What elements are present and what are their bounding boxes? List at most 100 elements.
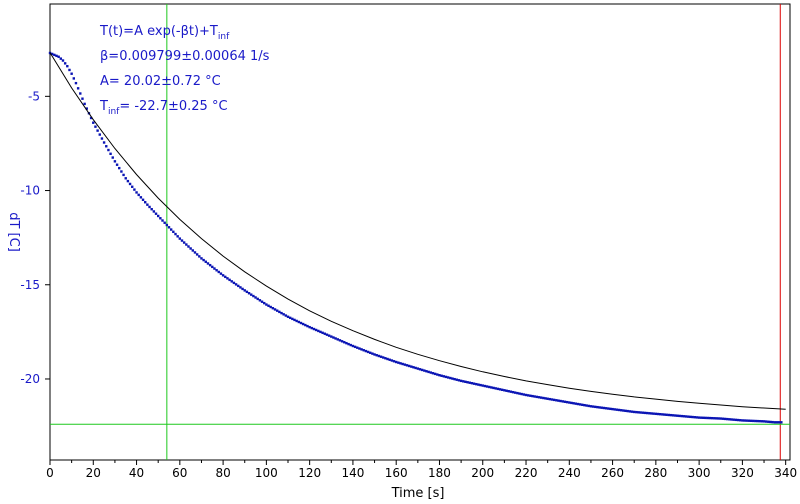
measured-point xyxy=(607,407,610,410)
measured-point xyxy=(462,380,465,383)
measured-point xyxy=(771,420,774,424)
measured-point xyxy=(520,392,523,396)
measured-point xyxy=(745,419,748,422)
measured-point xyxy=(678,414,681,418)
measured-point xyxy=(719,417,722,420)
measured-point xyxy=(109,152,112,155)
measured-point xyxy=(72,77,75,80)
measured-point xyxy=(464,380,467,383)
measured-point xyxy=(321,331,324,335)
measured-point xyxy=(299,321,303,325)
measured-point xyxy=(325,333,329,336)
measured-point xyxy=(620,409,623,412)
measured-point xyxy=(128,182,132,186)
measured-point xyxy=(180,239,184,242)
measured-point xyxy=(734,418,738,422)
measured-point xyxy=(736,418,740,422)
measured-point xyxy=(559,399,562,403)
measured-point xyxy=(260,300,264,303)
x-tick-label: 40 xyxy=(129,466,144,480)
measured-point xyxy=(436,373,439,376)
measured-point xyxy=(237,284,240,288)
measured-point xyxy=(308,325,311,329)
measured-point xyxy=(323,332,326,335)
measured-point xyxy=(137,193,140,197)
measured-point xyxy=(107,148,110,152)
measured-point xyxy=(767,420,770,423)
measured-point xyxy=(217,270,220,274)
x-tick-label: 240 xyxy=(558,466,581,480)
measured-point xyxy=(414,366,417,370)
measured-point xyxy=(317,329,320,333)
measured-point xyxy=(529,394,532,397)
measured-point xyxy=(198,255,201,258)
measured-point xyxy=(139,196,143,199)
measured-point xyxy=(429,371,433,374)
measured-point xyxy=(232,281,236,285)
measured-point xyxy=(726,417,729,421)
x-tick-label: 0 xyxy=(46,466,54,480)
measured-point xyxy=(351,344,355,348)
measured-point xyxy=(431,372,435,375)
measured-point xyxy=(652,412,655,415)
measured-point xyxy=(754,419,757,423)
measured-point xyxy=(94,125,97,128)
measured-point xyxy=(174,232,177,236)
measured-point xyxy=(609,407,612,411)
x-tick-label: 120 xyxy=(298,466,321,480)
measured-point xyxy=(496,387,500,391)
measured-point xyxy=(382,356,385,359)
measured-point xyxy=(59,57,63,60)
x-tick-label: 200 xyxy=(471,466,494,480)
measured-point xyxy=(85,107,88,110)
measured-point xyxy=(533,395,536,398)
measured-point xyxy=(758,419,761,423)
measured-point xyxy=(63,62,67,65)
y-tick-label: -10 xyxy=(20,184,40,198)
measured-point xyxy=(284,314,288,317)
measured-point xyxy=(226,277,229,280)
measured-point xyxy=(247,292,251,295)
measured-point xyxy=(327,334,331,337)
measured-point xyxy=(423,369,426,372)
measured-point xyxy=(490,386,493,389)
measured-point xyxy=(126,179,130,183)
measured-point xyxy=(55,54,58,58)
measured-point xyxy=(563,400,567,403)
measured-point xyxy=(288,316,292,320)
measured-point xyxy=(412,366,415,369)
measured-point xyxy=(96,129,99,132)
measured-point xyxy=(641,411,645,414)
measured-point xyxy=(468,381,471,384)
measured-point xyxy=(169,228,173,231)
measured-point xyxy=(565,400,569,404)
measured-point xyxy=(648,412,651,415)
measured-point xyxy=(89,116,93,120)
measured-point xyxy=(405,364,409,367)
measured-point xyxy=(442,375,445,378)
measured-point xyxy=(535,395,539,399)
measured-point xyxy=(598,406,601,409)
measured-point xyxy=(131,185,134,188)
measured-point xyxy=(635,410,638,414)
measured-point xyxy=(717,417,720,420)
measured-point xyxy=(122,173,125,177)
measured-point xyxy=(749,419,753,423)
x-axis-title: Time [s] xyxy=(391,486,445,501)
measured-point xyxy=(552,398,556,402)
measured-point xyxy=(314,328,318,332)
measured-point xyxy=(230,280,233,283)
measured-point xyxy=(578,403,582,406)
measured-point xyxy=(676,414,679,417)
x-tick-label: 280 xyxy=(644,466,667,480)
measured-point xyxy=(568,401,571,404)
measured-point xyxy=(594,405,597,409)
measured-point xyxy=(148,205,151,209)
measured-point xyxy=(503,389,506,392)
measured-point xyxy=(176,235,179,238)
measured-point xyxy=(161,219,164,222)
measured-point xyxy=(680,414,684,418)
measured-point xyxy=(371,352,374,355)
measured-point xyxy=(252,294,255,298)
measured-point xyxy=(689,415,692,419)
